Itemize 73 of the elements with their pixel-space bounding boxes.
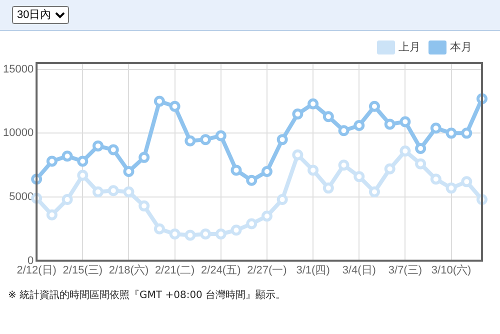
point [400,146,411,157]
point [230,224,242,236]
point [308,164,319,176]
point [276,134,288,146]
x-tick-label: 3/7(三) [388,264,422,276]
point [46,156,58,167]
x-tick-label: 3/1(四) [296,264,330,276]
point [154,223,165,234]
point [92,140,104,152]
point [338,125,350,136]
point [184,135,196,146]
point [200,228,212,240]
point [169,100,180,112]
point [292,149,304,160]
point [169,228,180,240]
point [430,174,442,185]
point [62,150,73,162]
point [354,171,365,182]
point [184,230,196,241]
y-tick-label: 0 [27,254,34,267]
point [246,174,258,186]
x-tick-label: 2/18(六) [108,263,149,276]
point [215,130,226,142]
x-tick-label: 2/27(一) [247,264,287,276]
legend-label: 上月 [398,40,420,54]
point [322,111,334,122]
point [384,118,396,130]
point [138,200,150,212]
point [46,209,58,220]
point [215,228,226,240]
text: ※ 統計資訊的時間區間依照『GMT +08:00 台灣時間』顯示。 [8,288,286,302]
point [415,143,426,154]
point [138,152,150,163]
x-tick-label: 2/12(日) [16,264,56,276]
point [415,158,426,170]
point [261,166,272,177]
point [292,108,304,120]
point [123,166,134,177]
point [154,96,165,107]
point [62,194,73,206]
point [230,164,242,176]
x-tick-label: 2/21(二) [154,264,195,276]
point [430,122,442,134]
point [123,186,134,198]
point [338,160,350,171]
point [92,186,104,198]
period-dropdown: 30日內 [12,6,69,24]
point [308,98,319,110]
point [461,128,472,139]
point [261,210,272,222]
point [368,100,380,112]
point [108,144,119,156]
point [400,116,411,128]
point [200,134,212,146]
point [461,176,472,188]
x-tick-label: 2/24(五) [201,264,241,276]
point [368,186,380,198]
point [246,218,258,230]
point [354,120,365,132]
legend-label: 本月 [450,40,472,54]
point [108,185,119,196]
point [322,182,334,194]
y-tick-label: 10000 [2,127,34,140]
x-tick-label: 3/10(六) [431,263,472,276]
point [446,128,457,139]
point [77,170,88,181]
x-tick-label: 2/15(三) [62,264,103,276]
point [384,163,396,174]
point [77,156,88,167]
y-tick-label: 15000 [2,63,34,76]
x-tick-label: 3/4(日) [342,264,376,276]
point [276,194,288,206]
point [446,182,457,194]
